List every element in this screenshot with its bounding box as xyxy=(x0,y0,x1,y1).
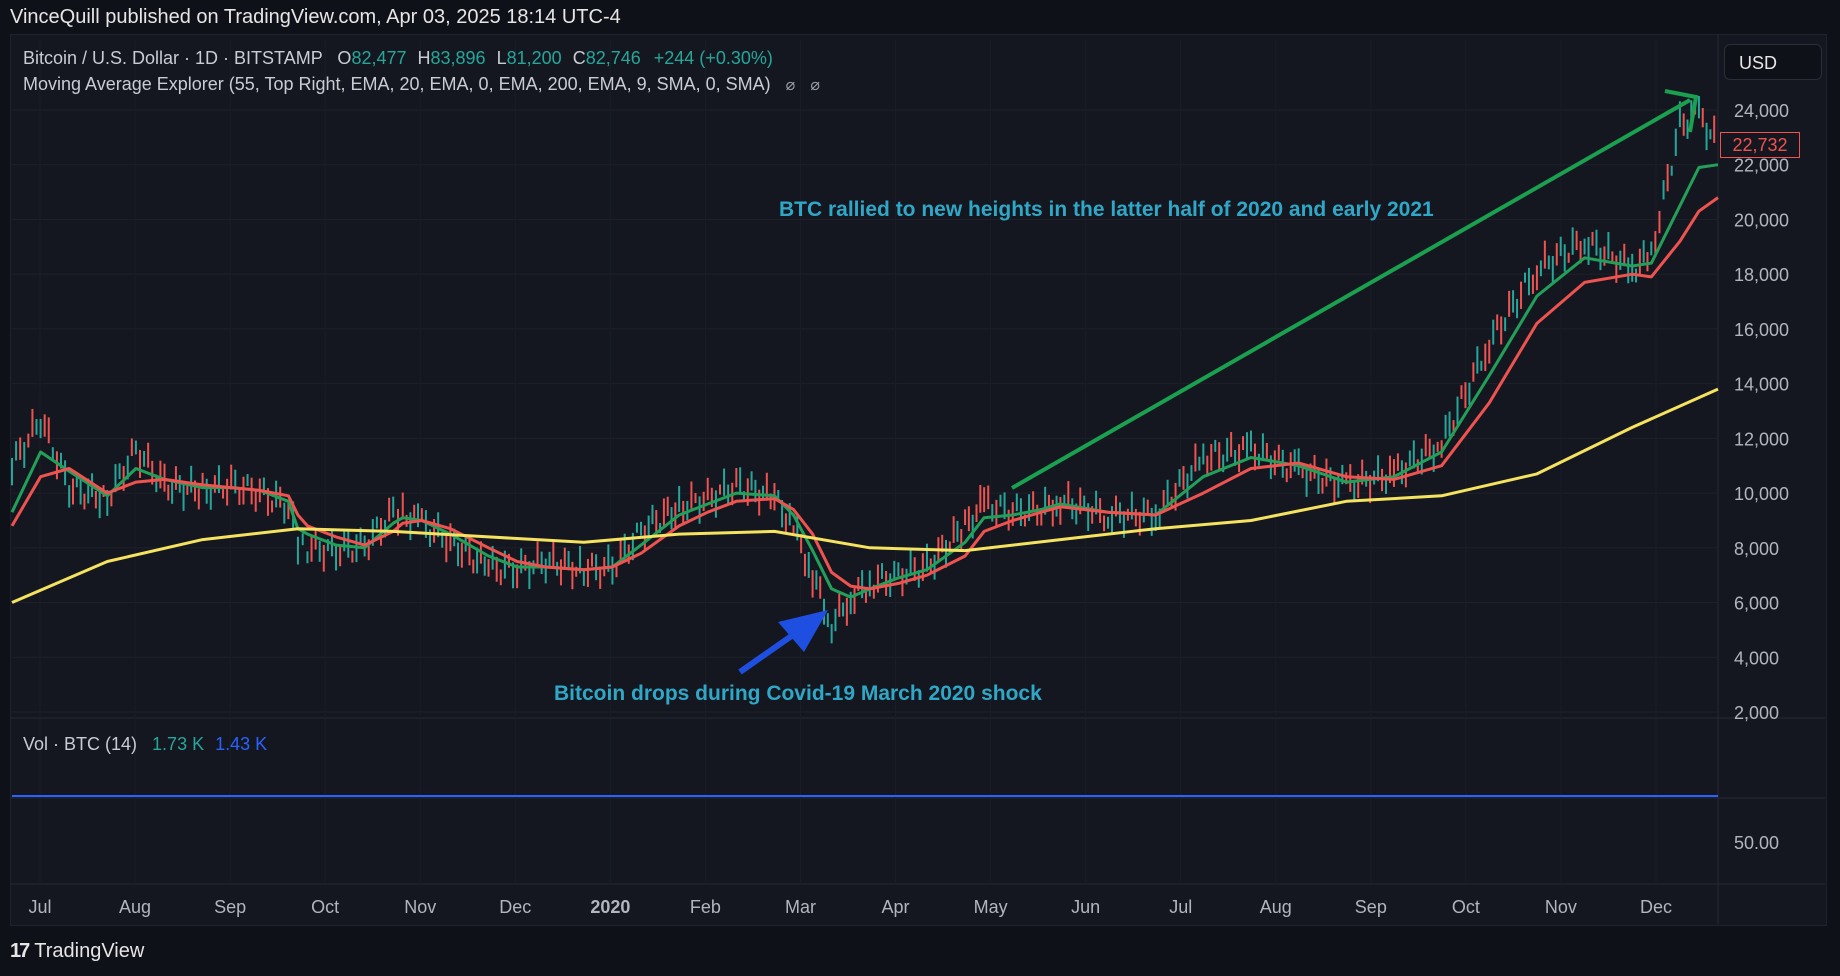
x-tick-label: Aug xyxy=(119,897,151,917)
covid-drop-annotation: Bitcoin drops during Covid-19 March 2020… xyxy=(554,682,1042,705)
x-tick-label: Jul xyxy=(1169,897,1192,917)
x-tick-label: May xyxy=(974,897,1008,917)
tradingview-logo-icon: 17 xyxy=(10,940,30,962)
x-tick-label: Apr xyxy=(882,897,910,917)
x-tick-label: Jun xyxy=(1071,897,1100,917)
volume-label[interactable]: Vol · BTC (14) xyxy=(23,734,138,754)
volume-value-1: 1.73 K xyxy=(152,734,205,754)
close-label: C xyxy=(572,48,586,68)
x-tick-label: Sep xyxy=(1355,897,1387,917)
ema-slow-line xyxy=(11,387,1719,604)
high-label: H xyxy=(417,48,431,68)
low-value: 81,200 xyxy=(506,48,562,68)
indicator-name[interactable]: Moving Average Explorer (55, Top Right, … xyxy=(23,74,771,94)
brand-name[interactable]: TradingView xyxy=(34,940,145,962)
x-tick-label: Dec xyxy=(1640,897,1672,917)
y-tick-label: 8,000 xyxy=(1734,539,1779,559)
rally-annotation: BTC rallied to new heights in the latter… xyxy=(779,198,1434,221)
x-tick-label: Mar xyxy=(785,897,816,917)
x-tick-label: Feb xyxy=(690,897,721,917)
rally-arrow-head xyxy=(1664,89,1699,133)
eye-off-icon[interactable]: ⌀ xyxy=(810,77,820,94)
volume-legend: Vol · BTC (14) 1.73 K 1.43 K xyxy=(23,734,267,755)
y-tick-label: 6,000 xyxy=(1734,594,1779,614)
y-tick-label: 2,000 xyxy=(1734,703,1779,723)
volume-tick-label: 50.00 xyxy=(1734,833,1779,853)
open-label: O xyxy=(337,48,352,68)
y-tick-label: 12,000 xyxy=(1734,429,1789,449)
x-tick-label: Nov xyxy=(1545,897,1577,917)
ema-mid-line xyxy=(10,196,1719,591)
eye-off-icon[interactable]: ⌀ xyxy=(785,77,796,94)
symbol-name[interactable]: Bitcoin / U.S. Dollar · 1D · BITSTAMP xyxy=(23,48,323,68)
symbol-legend: Bitcoin / U.S. Dollar · 1D · BITSTAMP O8… xyxy=(23,48,773,69)
y-tick-label: 22,000 xyxy=(1734,156,1789,176)
y-tick-label: 20,000 xyxy=(1734,210,1789,230)
y-tick-label: 16,000 xyxy=(1734,320,1789,340)
footer: 17 TradingView xyxy=(10,940,144,963)
y-tick-label: 14,000 xyxy=(1734,375,1789,395)
rally-arrow xyxy=(1011,98,1691,490)
published-line: VinceQuill published on TradingView.com,… xyxy=(10,6,621,28)
x-tick-label: Oct xyxy=(1452,897,1480,917)
x-tick-label: Aug xyxy=(1260,897,1292,917)
last-price-tag: 22,732 xyxy=(1720,132,1800,158)
y-tick-label: 18,000 xyxy=(1734,265,1789,285)
x-tick-label: Sep xyxy=(214,897,246,917)
indicator-legend: Moving Average Explorer (55, Top Right, … xyxy=(23,74,820,95)
x-tick-label: Dec xyxy=(499,897,531,917)
x-tick-label: 2020 xyxy=(590,897,630,917)
high-value: 83,896 xyxy=(430,48,486,68)
volume-value-2: 1.43 K xyxy=(215,734,268,754)
covid-arrow-head xyxy=(778,610,828,652)
x-tick-label: Jul xyxy=(28,897,51,917)
change-value: +244 (+0.30%) xyxy=(653,48,773,68)
y-tick-label: 24,000 xyxy=(1734,101,1789,121)
covid-arrow xyxy=(738,627,802,675)
x-tick-label: Oct xyxy=(311,897,339,917)
chart-area[interactable] xyxy=(10,34,1827,926)
y-tick-label: 4,000 xyxy=(1734,648,1779,668)
currency-button[interactable]: USD xyxy=(1724,44,1822,80)
y-tick-label: 10,000 xyxy=(1734,484,1789,504)
low-label: L xyxy=(496,48,507,68)
close-value: 82,746 xyxy=(585,48,641,68)
open-value: 82,477 xyxy=(351,48,407,68)
x-tick-label: Nov xyxy=(404,897,436,917)
